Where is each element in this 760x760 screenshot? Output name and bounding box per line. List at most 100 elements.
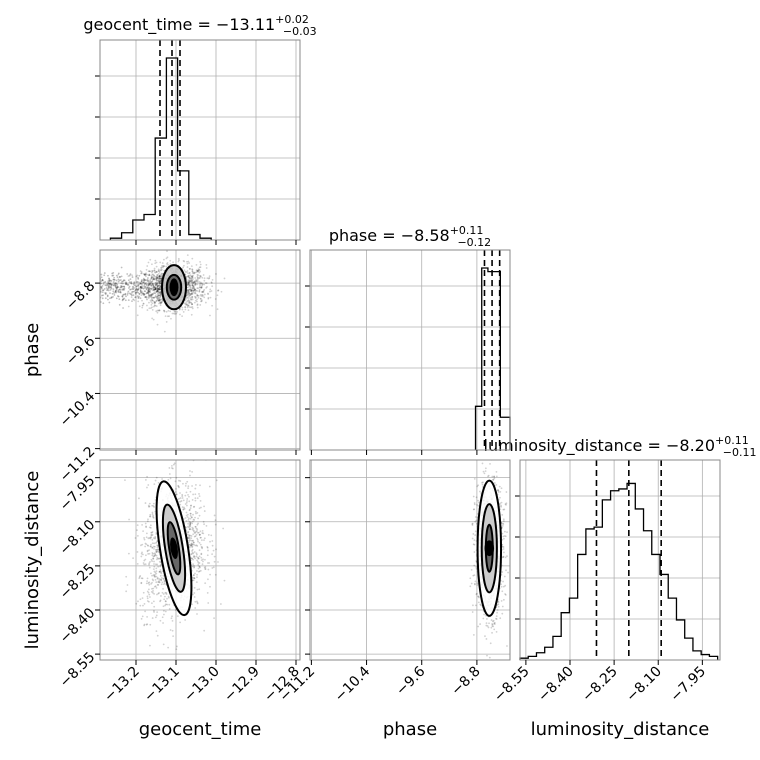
- scatter-point: [189, 512, 192, 515]
- scatter-point: [187, 513, 189, 516]
- scatter-point: [149, 561, 151, 563]
- scatter-point: [473, 503, 476, 506]
- scatter-point: [139, 286, 142, 289]
- scatter-point: [204, 582, 207, 585]
- scatter-point: [116, 286, 119, 288]
- scatter-point: [160, 267, 162, 269]
- scatter-point: [125, 282, 128, 285]
- scatter-point: [203, 566, 206, 569]
- scatter-point: [154, 294, 157, 297]
- scatter-point: [188, 546, 191, 549]
- scatter-point: [128, 292, 131, 295]
- scatter-point: [152, 557, 155, 560]
- scatter-point: [156, 323, 159, 326]
- scatter-point: [147, 518, 149, 521]
- scatter-point: [162, 265, 165, 268]
- scatter-point: [105, 287, 108, 289]
- scatter-point: [497, 491, 500, 493]
- scatter-point: [196, 576, 198, 579]
- scatter-point: [210, 290, 213, 292]
- scatter-point: [163, 583, 165, 586]
- scatter-point: [479, 604, 482, 607]
- scatter-point: [196, 601, 199, 604]
- scatter-point: [149, 282, 152, 285]
- scatter-point: [156, 563, 159, 566]
- scatter-point: [146, 273, 148, 276]
- scatter-point: [156, 277, 159, 279]
- scatter-point: [100, 286, 103, 289]
- scatter-point: [179, 503, 182, 506]
- scatter-point: [165, 603, 167, 606]
- scatter-point: [208, 277, 211, 279]
- scatter-point: [107, 298, 109, 301]
- scatter-point: [150, 277, 153, 279]
- scatter-point: [186, 262, 189, 265]
- scatter-point: [139, 285, 142, 288]
- scatter-point: [158, 278, 161, 281]
- scatter-point: [150, 572, 152, 575]
- scatter-point: [189, 521, 192, 524]
- scatter-point: [157, 279, 160, 282]
- scatter-point: [196, 559, 198, 562]
- scatter-point: [158, 275, 161, 277]
- scatter-point: [201, 283, 204, 286]
- scatter-point: [143, 602, 146, 605]
- scatter-point: [191, 557, 194, 560]
- scatter-point: [187, 485, 190, 488]
- scatter-point: [153, 267, 156, 270]
- scatter-point: [205, 287, 208, 289]
- scatter-point: [143, 563, 146, 566]
- scatter-point: [151, 530, 154, 533]
- scatter-point: [200, 286, 203, 288]
- scatter-point: [153, 547, 155, 550]
- scatter-point: [497, 601, 500, 603]
- scatter-point: [116, 276, 119, 279]
- scatter-point: [115, 282, 118, 285]
- scatter-point: [155, 278, 157, 280]
- scatter-point: [147, 484, 150, 486]
- scatter-point: [144, 296, 147, 298]
- scatter-point: [159, 296, 161, 299]
- scatter-point: [151, 538, 154, 541]
- scatter-point: [158, 271, 161, 273]
- scatter-point: [134, 296, 137, 298]
- scatter-point: [140, 272, 142, 275]
- scatter-point: [148, 563, 150, 566]
- scatter-point: [106, 284, 109, 287]
- scatter-point: [193, 295, 196, 298]
- scatter-point: [187, 289, 190, 292]
- scatter-point: [191, 305, 194, 308]
- scatter-point: [207, 549, 209, 552]
- scatter-point: [212, 566, 215, 569]
- scatter-point: [154, 578, 157, 581]
- scatter-point: [164, 591, 167, 594]
- scatter-point: [117, 291, 120, 294]
- scatter-point: [145, 284, 148, 286]
- scatter-point: [150, 287, 153, 290]
- scatter-point: [151, 299, 153, 301]
- scatter-point: [156, 285, 159, 288]
- scatter-point: [193, 566, 195, 569]
- scatter-point: [106, 289, 108, 292]
- scatter-point: [158, 302, 160, 305]
- scatter-point: [500, 585, 503, 588]
- scatter-point: [475, 567, 478, 570]
- scatter-point: [470, 568, 473, 571]
- scatter-point: [136, 562, 139, 565]
- scatter-point: [149, 294, 151, 297]
- scatter-point: [176, 310, 179, 313]
- scatter-point: [193, 292, 196, 295]
- scatter-point: [162, 265, 165, 267]
- scatter-point: [120, 286, 123, 289]
- scatter-point: [186, 275, 189, 278]
- scatter-point: [500, 583, 502, 586]
- scatter-point: [147, 281, 150, 284]
- scatter-point: [200, 300, 202, 303]
- scatter-point: [200, 553, 203, 556]
- scatter-point: [152, 502, 155, 505]
- scatter-point: [134, 289, 137, 291]
- scatter-point: [107, 281, 109, 284]
- scatter-point: [198, 495, 201, 497]
- scatter-point: [154, 288, 157, 291]
- scatter-point: [156, 577, 159, 580]
